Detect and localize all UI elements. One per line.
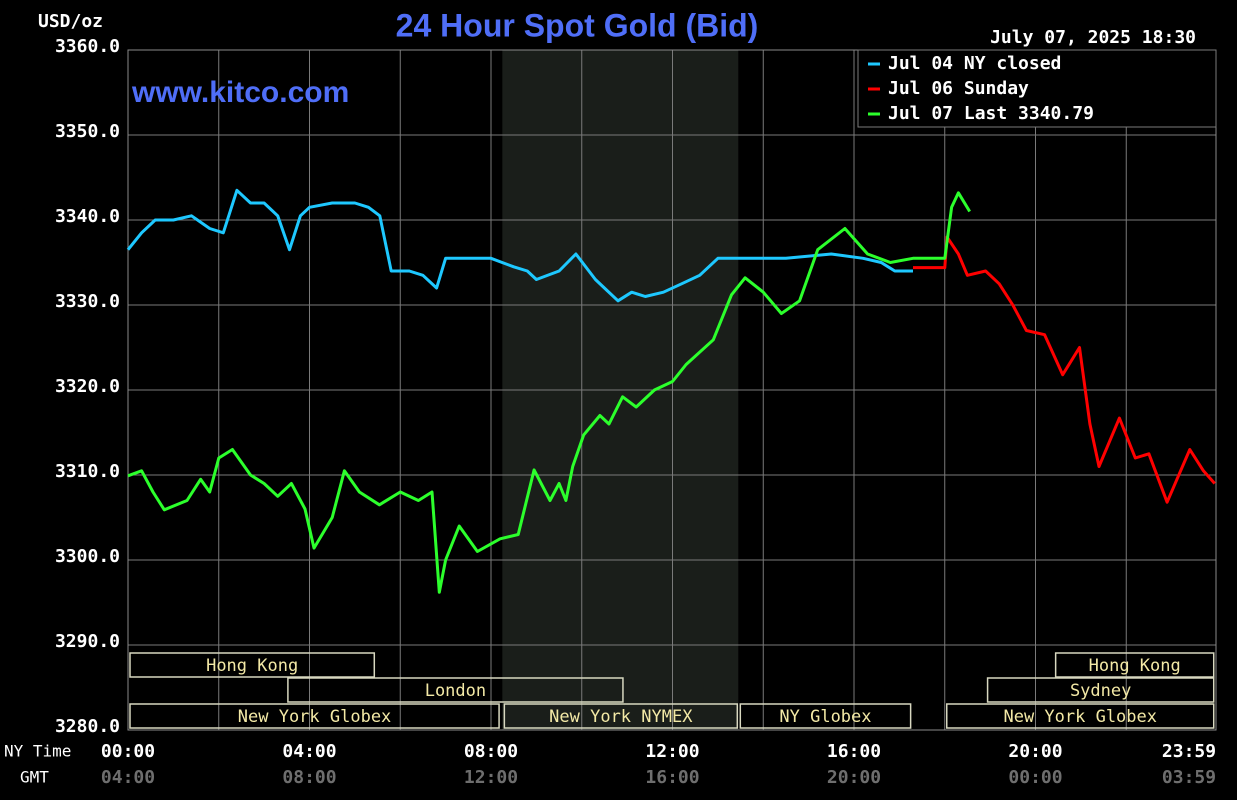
labels: 3280.0 3290.0 3300.0 3310.0 3320.0 3330.0 3340… <box>55 36 1216 788</box>
session-box <box>503 703 739 729</box>
y-axis-label: USD/oz <box>38 11 103 32</box>
grid <box>127 49 1217 731</box>
plot-frame <box>127 49 1217 731</box>
x2-tick-label: 04:00 <box>101 767 155 788</box>
session-label: New York Globex <box>1003 707 1157 727</box>
chart-title: 24 Hour Spot Gold (Bid) <box>396 7 759 43</box>
y-tick-label: 3300.0 <box>55 546 120 567</box>
x-tick-label: 16:00 <box>827 741 881 762</box>
legend-label: Jul 07 Last 3340.79 <box>888 103 1094 124</box>
series-line <box>126 188 913 303</box>
y-tick-label: 3320.0 <box>55 376 120 397</box>
session-box <box>1054 652 1215 678</box>
x2-tick-label: 00:00 <box>1008 767 1062 788</box>
sessions: Hong Kong Hong Kong London Sydney New York G… <box>129 652 1215 729</box>
session-box <box>129 652 376 678</box>
series-line <box>913 235 1216 504</box>
session-label: Hong Kong <box>1089 656 1181 676</box>
series-line <box>127 191 971 594</box>
y-tick-label: 3340.0 <box>55 206 120 227</box>
y-tick-label: 3350.0 <box>55 121 120 142</box>
legend-label: Jul 06 Sunday <box>888 78 1029 99</box>
timestamp: July 07, 2025 18:30 <box>990 27 1196 48</box>
session-label: NY Globex <box>779 707 871 727</box>
session-box <box>287 677 624 703</box>
session-label: London <box>425 681 486 701</box>
x-tick-label: 23:59 <box>1162 741 1216 762</box>
y-tick-label: 3360.0 <box>55 36 120 57</box>
legend-box <box>857 49 1217 128</box>
watermark: www.kitco.com <box>131 76 349 109</box>
legend-label: Jul 04 NY closed <box>888 53 1061 74</box>
session-label: Hong Kong <box>206 656 298 676</box>
session-box <box>129 703 500 729</box>
x2-tick-label: 20:00 <box>827 767 881 788</box>
x-tick-label: 20:00 <box>1008 741 1062 762</box>
session-box <box>986 677 1215 703</box>
y-tick-label: 3280.0 <box>55 716 120 737</box>
session-label: New York NYMEX <box>549 707 693 727</box>
y-tick-label: 3290.0 <box>55 631 120 652</box>
session-box <box>946 703 1215 729</box>
session-box <box>739 703 912 729</box>
series-lines <box>126 188 1216 594</box>
y-tick-label: 3330.0 <box>55 291 120 312</box>
x-tick-label: 00:00 <box>101 741 155 762</box>
session-label: Sydney <box>1070 681 1131 701</box>
x-tick-label: 12:00 <box>645 741 699 762</box>
y-tick-label: 3310.0 <box>55 461 120 482</box>
x2-tick-label: 12:00 <box>464 767 518 788</box>
x-tick-label: 08:00 <box>464 741 518 762</box>
x2-axis-label: GMT <box>20 768 49 787</box>
x-axis-label: NY Time <box>4 742 71 761</box>
x2-tick-label: 08:00 <box>282 767 336 788</box>
session-label: New York Globex <box>238 707 392 727</box>
x2-tick-label: 16:00 <box>645 767 699 788</box>
x-tick-label: 04:00 <box>282 741 336 762</box>
x2-tick-label: 03:59 <box>1162 767 1216 788</box>
